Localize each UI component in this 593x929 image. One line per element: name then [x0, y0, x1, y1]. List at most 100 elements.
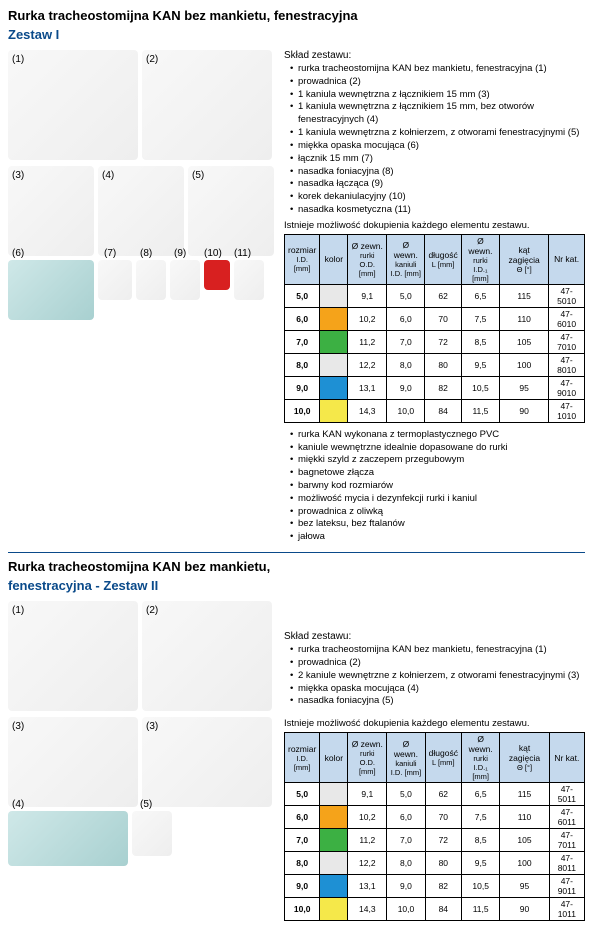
product-image-3: (3): [8, 166, 94, 256]
cell-ang: 105: [500, 330, 549, 353]
img-label-8: (8): [140, 248, 152, 259]
cell-id1: 7,5: [461, 806, 499, 829]
cell-id: 7,0: [387, 330, 425, 353]
table-1: rozmiarI.D.[mm] kolor Ø zewn.rurkiO.D. […: [284, 234, 585, 423]
product-image-s2-1: (1): [8, 601, 138, 711]
cell-color: [320, 399, 348, 422]
cell-color: [320, 829, 348, 852]
cell-l: 80: [425, 852, 461, 875]
cell-od: 13,1: [348, 376, 387, 399]
cell-od: 14,3: [348, 898, 387, 921]
cell-od: 12,2: [348, 353, 387, 376]
th-color: kolor: [320, 234, 348, 284]
cell-id1: 10,5: [461, 875, 499, 898]
img-label-s2-3a: (3): [12, 721, 24, 732]
product-image-10: (10): [204, 260, 230, 290]
cell-od: 10,2: [348, 307, 387, 330]
cell-color: [320, 330, 348, 353]
table-row: 9,013,19,08210,59547-9011: [285, 875, 585, 898]
product-image-9: (9): [170, 260, 200, 300]
list-item: nasadka kosmetyczna (11): [290, 204, 585, 217]
cell-l: 82: [425, 376, 461, 399]
list-item: miękka opaska mocująca (6): [290, 140, 585, 153]
set2-list: rurka tracheostomijna KAN bez mankietu, …: [284, 644, 585, 708]
img-label-9: (9): [174, 248, 186, 259]
list-item: nasadka foniacyjna (8): [290, 166, 585, 179]
product-image-s2-3a: (3): [8, 717, 138, 807]
cell-od: 11,2: [348, 330, 387, 353]
cell-kat: 47-7010: [549, 330, 585, 353]
img-label-7: (7): [104, 248, 116, 259]
th2-id: Ø wewn.kaniuliI.D. [mm]: [387, 733, 425, 783]
list-item: jałowa: [290, 531, 585, 544]
table-row: 5,09,15,0626,511547-5011: [285, 783, 585, 806]
product-image-1: (1): [8, 50, 138, 160]
cell-size: 10,0: [285, 399, 320, 422]
title-2: Rurka tracheostomijna KAN bez mankietu,: [8, 559, 585, 574]
table-row: 7,011,27,0728,510547-7011: [285, 829, 585, 852]
product-image-2: (2): [142, 50, 272, 160]
img-label-11: (11): [234, 248, 251, 259]
cell-color: [320, 376, 348, 399]
list-item: rurka tracheostomijna KAN bez mankietu, …: [290, 63, 585, 76]
list-item: bagnetowe złącza: [290, 467, 585, 480]
cell-kat: 47-5011: [549, 783, 584, 806]
cell-color: [320, 307, 348, 330]
cell-ang: 115: [500, 284, 549, 307]
list-item: rurka KAN wykonana z termoplastycznego P…: [290, 429, 585, 442]
cell-id1: 11,5: [461, 399, 499, 422]
th2-color: kolor: [320, 733, 348, 783]
cell-ang: 90: [500, 898, 549, 921]
cell-ang: 95: [500, 376, 549, 399]
list-item: nasadka łącząca (9): [290, 178, 585, 191]
cell-id: 8,0: [387, 353, 425, 376]
cell-id: 9,0: [387, 875, 425, 898]
list-item: prowadnica (2): [290, 657, 585, 670]
img-label-5: (5): [192, 170, 204, 181]
cell-size: 10,0: [285, 898, 320, 921]
table-row: 6,010,26,0707,511047-6010: [285, 307, 585, 330]
cell-od: 11,2: [348, 829, 387, 852]
cell-od: 9,1: [348, 284, 387, 307]
cell-ang: 100: [500, 852, 549, 875]
list-item: 2 kaniule wewnętrzne z kołnierzem, z otw…: [290, 670, 585, 683]
cell-id1: 10,5: [461, 376, 499, 399]
images-set2: (1) (2) (3) (3) (4) (5): [8, 601, 278, 921]
cell-id: 6,0: [387, 307, 425, 330]
cell-od: 10,2: [348, 806, 387, 829]
cell-id1: 8,5: [461, 829, 499, 852]
cell-color: [320, 898, 348, 921]
img-label-6: (6): [12, 248, 24, 259]
cell-id: 6,0: [387, 806, 425, 829]
cell-kat: 47-1011: [549, 898, 584, 921]
cell-od: 14,3: [348, 399, 387, 422]
set1-heading: Skład zestawu:: [284, 50, 585, 61]
set2-heading: Skład zestawu:: [284, 631, 585, 642]
cell-size: 7,0: [285, 829, 320, 852]
cell-id: 5,0: [387, 783, 425, 806]
cell-id1: 8,5: [461, 330, 499, 353]
product-image-6: (6): [8, 260, 94, 320]
img-label-4: (4): [102, 170, 114, 181]
table-row: 8,012,28,0809,510047-8011: [285, 852, 585, 875]
cell-l: 84: [425, 399, 461, 422]
th-id1: Ø wewn.rurkiI.D.₁ [mm]: [461, 234, 499, 284]
list-item: rurka tracheostomijna KAN bez mankietu, …: [290, 644, 585, 657]
cell-color: [320, 875, 348, 898]
cell-id: 10,0: [387, 399, 425, 422]
product-image-s2-5: (5): [132, 811, 172, 856]
cell-id1: 9,5: [461, 353, 499, 376]
th2-l: długośćL [mm]: [425, 733, 461, 783]
list-item: bez lateksu, bez ftalanów: [290, 518, 585, 531]
list-item: kaniule wewnętrzne idealnie dopasowane d…: [290, 442, 585, 455]
cell-kat: 47-6011: [549, 806, 584, 829]
cell-id1: 6,5: [461, 783, 499, 806]
product-image-8: (8): [136, 260, 166, 300]
cell-l: 84: [425, 898, 461, 921]
title-1: Rurka tracheostomijna KAN bez mankietu, …: [8, 8, 585, 23]
cell-ang: 90: [500, 399, 549, 422]
cell-od: 13,1: [348, 875, 387, 898]
list-item: prowadnica z oliwką: [290, 506, 585, 519]
list-item: prowadnica (2): [290, 76, 585, 89]
img-label-1: (1): [12, 54, 24, 65]
